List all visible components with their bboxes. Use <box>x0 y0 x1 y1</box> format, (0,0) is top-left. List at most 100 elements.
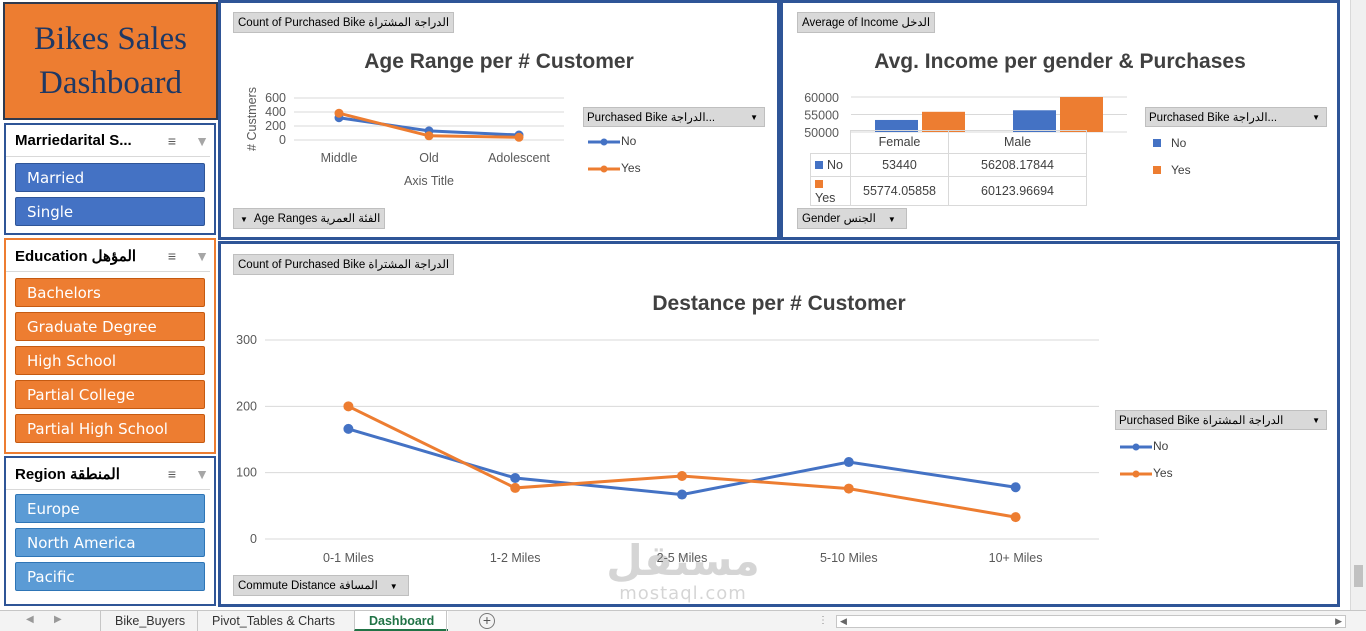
table-header-male: Male <box>948 130 1087 154</box>
dashboard-title-box: Bikes Sales Dashboard <box>3 2 218 120</box>
sheet-tab-bar: ◀ ▶ Bike_Buyers Pivot_Tables & Charts Da… <box>0 610 1366 631</box>
axis-field-label: Commute Distance المسافة <box>238 580 378 592</box>
data-point-no <box>1010 482 1021 493</box>
legend-item-no: No <box>1153 136 1186 150</box>
distance-chart-title: Destance per # Customer <box>652 292 906 315</box>
y-tick-label: 300 <box>236 333 257 347</box>
watermark-url: mostaql.com <box>619 583 747 604</box>
marital-status-slicer[interactable]: Marriedarital S... ≡ ▼ Married Single <box>4 123 216 235</box>
watermark-logo: مستقل mostaql.com <box>598 538 768 610</box>
legend-item-no: No <box>587 134 636 148</box>
income-chart-title: Avg. Income per gender & Purchases <box>874 50 1246 73</box>
table-row-yes-key: Yes <box>810 176 851 206</box>
distance-chart-plot: 0 100 200 300 0-1 Miles 1-2 Miles 2-5 Miles 5-1… <box>236 333 1099 565</box>
slicer-item-bachelors[interactable]: Bachelors <box>15 278 205 307</box>
x-tick-label: 0-1 Miles <box>323 551 374 565</box>
legend-label: Yes <box>1171 163 1191 177</box>
data-point-yes <box>677 470 687 481</box>
legend-field-button[interactable]: Purchased Bike الدراجة المشتراة ▼ <box>1115 410 1327 430</box>
clear-filter-icon[interactable]: ▼ <box>195 132 209 149</box>
legend-item-no: No <box>1119 439 1168 453</box>
multi-select-icon[interactable]: ≡ <box>167 465 177 482</box>
bar-no <box>875 119 918 132</box>
bar-yes <box>1060 97 1103 132</box>
scroll-left-icon[interactable]: ◀ <box>840 616 847 626</box>
multi-select-icon[interactable]: ≡ <box>167 132 177 149</box>
legend-item-yes: Yes <box>1153 163 1191 177</box>
slicer-item-pacific[interactable]: Pacific <box>15 562 205 591</box>
slicer-item-partial-college[interactable]: Partial College <box>15 380 205 409</box>
table-cell: 60123.96694 <box>948 176 1087 206</box>
dropdown-arrow-icon: ▼ <box>240 215 248 224</box>
data-point-no <box>843 457 854 468</box>
series-label: Yes <box>815 191 836 205</box>
value-field-button[interactable]: Average of Income الدخل <box>797 12 936 33</box>
y-tick-label: 55000 <box>804 109 839 123</box>
value-field-button[interactable]: Count of Purchased Bike الدراجة المشتراة <box>233 12 455 33</box>
y-tick-label: 600 <box>265 91 286 105</box>
dashboard-title-line1: Bikes Sales <box>33 21 188 57</box>
x-tick-label: 1-2 Miles <box>490 551 541 565</box>
data-point-no <box>510 472 521 483</box>
scroll-thumb[interactable] <box>1354 565 1363 587</box>
legend-field-label: Purchased Bike الدراجة... <box>587 112 716 124</box>
legend-item-yes: Yes <box>587 161 641 175</box>
table-row-no-key: No <box>810 153 851 177</box>
slicer-item-single[interactable]: Single <box>15 197 205 226</box>
table-cell: 53440 <box>850 153 949 177</box>
education-slicer[interactable]: Education المؤهل ≡ ▼ Bachelors Graduate … <box>4 238 216 454</box>
multi-select-icon[interactable]: ≡ <box>167 247 177 264</box>
x-tick-label: 5-10 Miles <box>820 551 878 565</box>
axis-field-button[interactable]: Commute Distance المسافة ▼ <box>233 575 409 596</box>
series-line-yes <box>347 404 1016 519</box>
y-tick-label: 400 <box>265 105 286 119</box>
slicer-item-graduate-degree[interactable]: Graduate Degree <box>15 312 205 341</box>
series-label: No <box>827 158 843 172</box>
prev-sheet-icon[interactable]: ◀ <box>26 614 34 625</box>
slicer-item-partial-high-school[interactable]: Partial High School <box>15 414 205 443</box>
tab-dashboard[interactable]: Dashboard <box>354 611 449 631</box>
axis-field-label: Age Ranges الفئة العمرية <box>253 213 381 225</box>
data-point-yes <box>510 482 521 493</box>
legend-field-button[interactable]: Purchased Bike الدراجة... ▼ <box>1145 107 1327 127</box>
x-tick-label: Middle <box>321 151 358 165</box>
tab-bike-buyers[interactable]: Bike_Buyers <box>100 611 199 631</box>
watermark-text: مستقل <box>606 536 760 585</box>
income-chart-panel[interactable]: Average of Income الدخل Avg. Income per … <box>780 0 1340 240</box>
age-range-chart-panel[interactable]: Count of Purchased Bike الدراجة المشتراة… <box>218 0 780 240</box>
scroll-right-icon[interactable]: ▶ <box>1335 616 1342 626</box>
slicer-item-europe[interactable]: Europe <box>15 494 205 523</box>
data-point-yes <box>514 132 524 142</box>
axis-field-button[interactable]: ▼ Age Ranges الفئة العمرية <box>233 208 386 229</box>
tab-pivot-tables-charts[interactable]: Pivot_Tables & Charts <box>197 611 349 631</box>
vertical-scrollbar[interactable] <box>1350 0 1366 610</box>
income-data-table: Female Male No 53440 56208.17844 Yes 557… <box>810 130 1087 206</box>
slicer-item-married[interactable]: Married <box>15 163 205 192</box>
slicer-item-north-america[interactable]: North America <box>15 528 205 557</box>
data-point-yes <box>1010 512 1021 523</box>
bar-no <box>1013 110 1056 132</box>
clear-filter-icon[interactable]: ▼ <box>195 465 209 482</box>
y-tick-label: 60000 <box>804 91 839 105</box>
value-field-button[interactable]: Count of Purchased Bike الدراجة المشتراة <box>233 254 455 275</box>
region-slicer[interactable]: Region المنطقة ≡ ▼ Europe North America … <box>4 456 216 606</box>
data-point-yes <box>334 108 344 118</box>
legend-item-yes: Yes <box>1119 466 1173 480</box>
slicer-item-high-school[interactable]: High School <box>15 346 205 375</box>
scroll-options-icon[interactable]: ⋮ <box>818 615 828 626</box>
age-chart-title: Age Range per # Customer <box>364 50 634 73</box>
legend-field-button[interactable]: Purchased Bike الدراجة... ▼ <box>583 107 765 127</box>
tab-divider <box>446 611 447 631</box>
clear-filter-icon[interactable]: ▼ <box>195 247 209 264</box>
dropdown-arrow-icon: ▼ <box>750 113 758 122</box>
y-axis-title: # Custmers <box>245 87 259 151</box>
next-sheet-icon[interactable]: ▶ <box>54 614 62 625</box>
distance-chart-panel[interactable]: Count of Purchased Bike الدراجة المشتراة… <box>218 241 1340 607</box>
add-sheet-icon[interactable]: + <box>479 613 495 629</box>
axis-field-button[interactable]: Gender الجنس ▼ <box>797 208 907 229</box>
legend-label: No <box>1171 136 1187 150</box>
y-tick-label: 0 <box>279 133 286 147</box>
horizontal-scrollbar[interactable]: ◀ ▶ <box>836 615 1346 628</box>
